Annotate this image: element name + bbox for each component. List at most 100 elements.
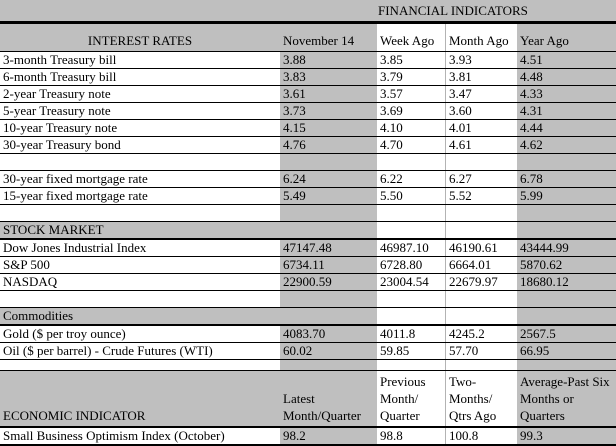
- value-november-14: 4.15: [280, 120, 377, 136]
- value-month-ago: 3.81: [445, 69, 517, 85]
- spacer-cell: [445, 222, 517, 238]
- value-week-ago: 23004.54: [377, 274, 445, 290]
- value-month-ago: 3.60: [445, 103, 517, 119]
- spacer-cell: [517, 291, 616, 307]
- spacer-cell: [445, 360, 517, 370]
- row-label: 10-year Treasury note: [0, 120, 280, 136]
- spacer-cell: [377, 222, 445, 238]
- spacer-cell: [280, 291, 377, 307]
- value-year-ago: 43444.99: [517, 240, 616, 256]
- row-label: Small Business Optimism Index (October): [0, 428, 280, 444]
- spacer-cell: [280, 360, 377, 370]
- value-week-ago: 5.50: [377, 188, 445, 204]
- value-previous: 98.8: [377, 428, 445, 444]
- value-week-ago: 4.70: [377, 137, 445, 153]
- col-header-latest-month-quarter: Latest Month/Quarter: [280, 371, 377, 426]
- value-november-14: 5.49: [280, 188, 377, 204]
- value-year-ago: 4.44: [517, 120, 616, 136]
- value-month-ago: 6.27: [445, 171, 517, 187]
- row-30-year-treasury-bond: 30-year Treasury bond 4.76 4.70 4.61 4.6…: [0, 137, 616, 154]
- value-week-ago: 3.85: [377, 52, 445, 68]
- column-header-row: INTEREST RATES November 14 Week Ago Mont…: [0, 24, 616, 52]
- value-average: 99.3: [517, 428, 616, 444]
- value-year-ago: 66.95: [517, 343, 616, 359]
- spacer-cell: [0, 360, 280, 370]
- row-15-year-fixed-mortgage-rate: 15-year fixed mortgage rate 5.49 5.50 5.…: [0, 188, 616, 205]
- row-label: 2-year Treasury note: [0, 86, 280, 102]
- value-week-ago: 59.85: [377, 343, 445, 359]
- spacer-cell: [445, 291, 517, 307]
- spacer-cell: [280, 308, 377, 324]
- row-3-month-treasury-bill: 3-month Treasury bill 3.88 3.85 3.93 4.5…: [0, 52, 616, 69]
- value-november-14: 4083.70: [280, 326, 377, 342]
- spacer-cell: [377, 205, 445, 221]
- value-november-14: 22900.59: [280, 274, 377, 290]
- value-november-14: 47147.48: [280, 240, 377, 256]
- spacer-cell: [445, 205, 517, 221]
- row-2-year-treasury-note: 2-year Treasury note 3.61 3.57 3.47 4.33: [0, 86, 616, 103]
- value-november-14: 3.83: [280, 69, 377, 85]
- spacer-cell: [0, 291, 280, 307]
- col-header-previous-month-quarter: Previous Month/ Quarter: [377, 371, 445, 426]
- row-5-year-treasury-note: 5-year Treasury note 3.73 3.69 3.60 4.31: [0, 103, 616, 120]
- row-label: S&P 500: [0, 257, 280, 273]
- col-header-november-14: November 14: [280, 24, 377, 51]
- value-year-ago: 5870.62: [517, 257, 616, 273]
- economic-indicator-header-row: ECONOMIC INDICATOR Latest Month/Quarter …: [0, 371, 616, 428]
- spacer-cell: [517, 205, 616, 221]
- spacer-cell: [377, 360, 445, 370]
- row-label: 3-month Treasury bill: [0, 52, 280, 68]
- value-week-ago: 6728.80: [377, 257, 445, 273]
- spacer-cell: [445, 154, 517, 170]
- row-label: 6-month Treasury bill: [0, 69, 280, 85]
- row-label: Gold ($ per troy ounce): [0, 326, 280, 342]
- value-month-ago: 4.61: [445, 137, 517, 153]
- value-november-14: 60.02: [280, 343, 377, 359]
- spacer-row: [0, 360, 616, 371]
- spacer-row: [0, 154, 616, 171]
- col-header-year-ago: Year Ago: [517, 24, 616, 51]
- col-header-week-ago: Week Ago: [377, 24, 445, 51]
- row-label: Dow Jones Industrial Index: [0, 240, 280, 256]
- value-year-ago: 2567.5: [517, 326, 616, 342]
- section-heading-economic-indicator: ECONOMIC INDICATOR: [0, 371, 280, 426]
- spacer-row: [0, 205, 616, 222]
- value-week-ago: 4011.8: [377, 326, 445, 342]
- value-month-ago: 46190.61: [445, 240, 517, 256]
- value-year-ago: 4.48: [517, 69, 616, 85]
- value-week-ago: 3.79: [377, 69, 445, 85]
- col-header-average-past-six: Average-Past Six Months or Quarters: [517, 371, 616, 426]
- value-month-ago: 4.01: [445, 120, 517, 136]
- value-november-14: 3.88: [280, 52, 377, 68]
- spacer-cell: [280, 222, 377, 238]
- row-sp-500: S&P 500 6734.11 6728.80 6664.01 5870.62: [0, 257, 616, 274]
- value-month-ago: 4245.2: [445, 326, 517, 342]
- table-title-row: FINANCIAL INDICATORS: [0, 0, 616, 24]
- table-title: FINANCIAL INDICATORS: [378, 3, 528, 18]
- row-small-business-optimism-index: Small Business Optimism Index (October) …: [0, 428, 616, 446]
- section-heading-interest-rates: INTEREST RATES: [0, 24, 280, 51]
- value-year-ago: 5.99: [517, 188, 616, 204]
- spacer-cell: [0, 205, 280, 221]
- row-label: 5-year Treasury note: [0, 103, 280, 119]
- value-week-ago: 4.10: [377, 120, 445, 136]
- section-heading-commodities: Commodities: [0, 308, 280, 324]
- spacer-cell: [517, 154, 616, 170]
- value-november-14: 4.76: [280, 137, 377, 153]
- value-year-ago: 4.62: [517, 137, 616, 153]
- value-year-ago: 18680.12: [517, 274, 616, 290]
- spacer-cell: [377, 291, 445, 307]
- spacer-cell: [517, 360, 616, 370]
- row-label: Oil ($ per barrel) - Crude Futures (WTI): [0, 343, 280, 359]
- row-6-month-treasury-bill: 6-month Treasury bill 3.83 3.79 3.81 4.4…: [0, 69, 616, 86]
- value-year-ago: 6.78: [517, 171, 616, 187]
- spacer-cell: [445, 308, 517, 324]
- row-label: 30-year fixed mortgage rate: [0, 171, 280, 187]
- value-year-ago: 4.31: [517, 103, 616, 119]
- value-year-ago: 4.33: [517, 86, 616, 102]
- value-month-ago: 57.70: [445, 343, 517, 359]
- row-gold: Gold ($ per troy ounce) 4083.70 4011.8 4…: [0, 326, 616, 343]
- row-nasdaq: NASDAQ 22900.59 23004.54 22679.97 18680.…: [0, 274, 616, 291]
- spacer-cell: [377, 308, 445, 324]
- spacer-cell: [517, 222, 616, 238]
